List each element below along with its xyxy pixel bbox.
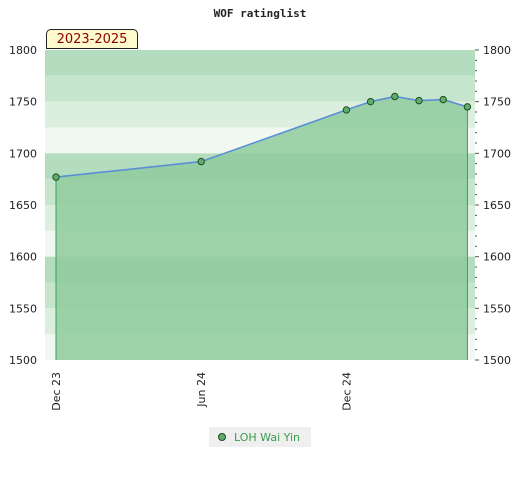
area-layer (55, 95, 468, 360)
y-tick-left: 1650 (9, 199, 37, 212)
data-point[interactable] (439, 95, 447, 104)
y-tick-left: 1700 (9, 147, 37, 160)
y-tick-right: 1600 (483, 251, 511, 264)
x-tick-label: Jun 24 (195, 372, 208, 408)
data-point[interactable] (342, 106, 351, 114)
y-tick-right: 1650 (483, 199, 511, 212)
data-point[interactable] (391, 92, 399, 101)
legend[interactable]: LOH Wai Yin (209, 427, 311, 447)
data-point[interactable] (52, 173, 60, 181)
data-point[interactable] (366, 97, 375, 106)
data-point[interactable] (197, 157, 205, 166)
period-label: 2023-2025 (46, 29, 138, 49)
chart-title: WOF ratinglist (214, 7, 307, 20)
series-area (56, 96, 468, 360)
data-point[interactable] (463, 103, 472, 111)
data-point[interactable] (415, 96, 423, 105)
y-tick-left: 1800 (9, 44, 37, 57)
data-points (52, 92, 472, 181)
y-tick-right: 1800 (483, 44, 511, 57)
y-tick-left: 1500 (9, 354, 37, 367)
y-tick-right: 1750 (483, 96, 511, 109)
axes: 1500 1500 1550 1550 1600 1600 1650 1650 1700 1700… (9, 44, 511, 411)
x-tick-label: Dec 24 (340, 372, 353, 411)
legend-marker-icon (218, 433, 226, 441)
y-tick-left: 1750 (9, 96, 37, 109)
y-tick-right: 1700 (483, 147, 511, 160)
band-0 (45, 50, 475, 76)
y-tick-left: 1600 (9, 251, 37, 264)
y-tick-right: 1550 (483, 302, 511, 315)
band-1 (45, 75, 475, 102)
y-tick-left: 1550 (9, 302, 37, 315)
x-tick-label: Dec 23 (50, 372, 63, 411)
y-tick-right: 1500 (483, 354, 511, 367)
series-line (55, 95, 468, 178)
legend-series-name: LOH Wai Yin (234, 430, 300, 444)
